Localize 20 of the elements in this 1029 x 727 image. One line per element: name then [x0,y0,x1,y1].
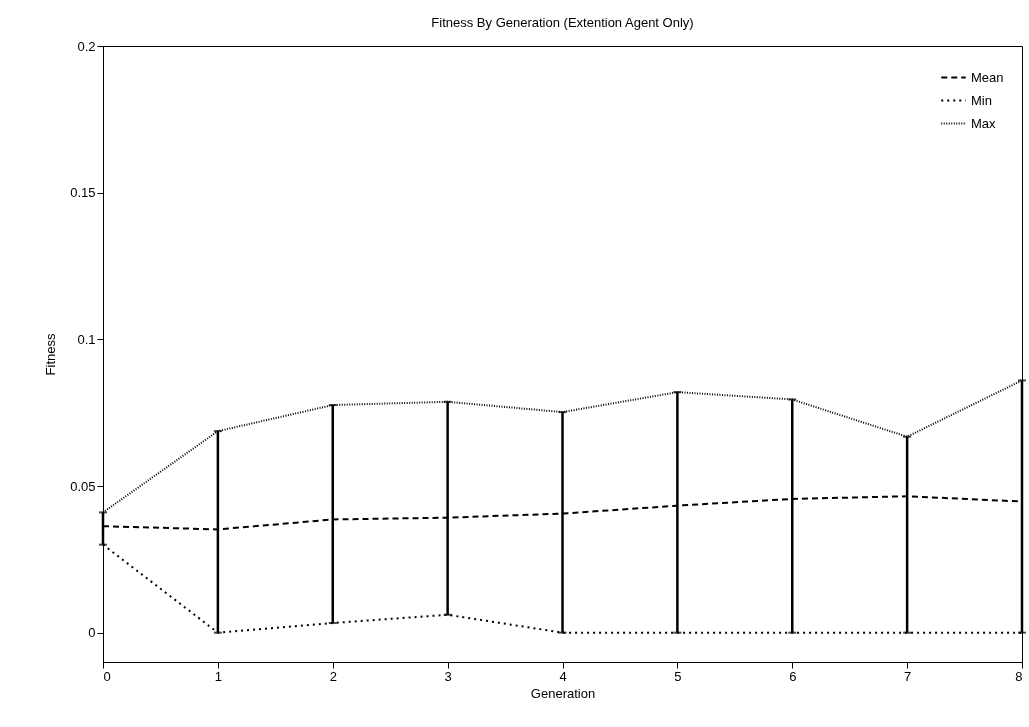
x-tick-label: 3 [444,668,452,684]
legend-label: Max [971,115,997,131]
x-tick-label: 2 [329,668,337,684]
x-tick-label: 5 [674,668,682,684]
y-tick-label: 0.2 [77,38,96,54]
x-tick-label: 6 [789,668,797,684]
y-axis-title: Fitness [43,333,59,376]
y-tick-label: 0.1 [77,331,96,347]
x-tick-label: 7 [904,668,912,684]
y-tick-label: 0 [88,625,96,641]
x-tick-label: 0 [103,668,111,684]
x-tick-label: 4 [559,668,567,684]
legend-label: Min [971,92,992,108]
x-tick-label: 8 [1015,668,1023,684]
legend-label: Mean [971,69,1004,85]
y-tick-label: 0.05 [70,478,96,494]
chart-title: Fitness By Generation (Extention Agent Only) [431,15,694,30]
y-tick-label: 0.15 [70,185,96,201]
x-axis-title: Generation [530,685,596,701]
x-tick-label: 1 [214,668,222,684]
